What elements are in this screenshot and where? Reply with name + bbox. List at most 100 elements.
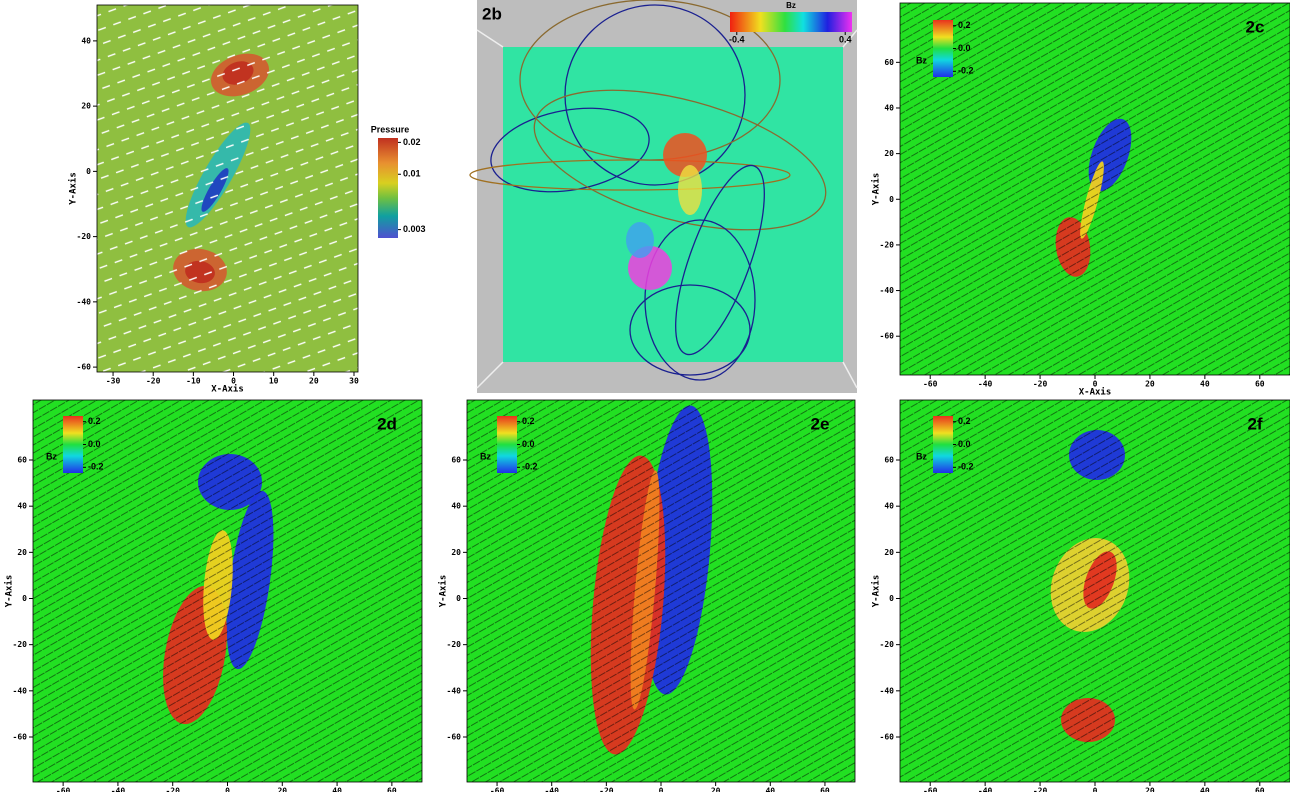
y-tick-label: 40 <box>81 36 91 45</box>
x-axis-title: X-Axis <box>211 384 244 395</box>
x-axis-title: X-Axis <box>1079 387 1112 398</box>
x-tick-label: -20 <box>146 377 161 386</box>
x-tick-label: 20 <box>711 787 721 792</box>
y-axis-title: Y-Axis <box>438 575 449 608</box>
colorbar-tick-label: 0.003 <box>403 224 426 234</box>
y-tick-label: 20 <box>81 102 91 111</box>
y-tick-label: -40 <box>880 286 895 295</box>
x-tick-label: 40 <box>1200 380 1210 389</box>
y-tick-label: 60 <box>451 456 461 465</box>
panel-label: 2c <box>1246 17 1265 36</box>
y-tick-label: 40 <box>17 502 27 511</box>
y-axis-title: Y-Axis <box>871 575 882 608</box>
x-tick-label: -60 <box>923 787 938 792</box>
colorbar-title: Pressure <box>371 124 410 134</box>
y-tick-label: 60 <box>884 58 894 67</box>
y-tick-label: 40 <box>884 502 894 511</box>
x-tick-label: 20 <box>277 787 287 792</box>
y-tick-label: 0 <box>889 195 894 204</box>
colorbar-tick-label: 0.2 <box>958 416 971 426</box>
x-tick-label: 20 <box>1145 380 1155 389</box>
x-tick-label: 60 <box>1255 787 1265 792</box>
x-tick-label: 0 <box>1093 787 1098 792</box>
y-tick-label: -40 <box>447 686 462 695</box>
x-tick-label: -30 <box>106 377 121 386</box>
colorbar-tick-label: -0.2 <box>522 462 538 472</box>
x-tick-label: -60 <box>56 787 71 792</box>
colorbar <box>933 416 953 473</box>
y-tick-label: -20 <box>447 640 462 649</box>
volume-structure <box>626 222 654 258</box>
x-tick-label: -20 <box>599 787 614 792</box>
colorbar <box>378 138 398 238</box>
x-tick-label: 40 <box>765 787 775 792</box>
colorbar-tick-label: 0.0 <box>958 43 971 53</box>
x-tick-label: 10 <box>269 377 279 386</box>
x-tick-label: 20 <box>309 377 319 386</box>
panel-label: 2e <box>811 414 830 433</box>
colorbar-title: Bz <box>46 451 57 461</box>
x-tick-label: 60 <box>387 787 397 792</box>
colorbar-tick-label: 0.0 <box>88 439 101 449</box>
panel-label: 2f <box>1247 414 1262 433</box>
colorbar <box>63 416 83 473</box>
x-tick-label: -20 <box>1033 380 1048 389</box>
y-tick-label: -40 <box>77 297 92 306</box>
y-tick-label: -20 <box>13 640 28 649</box>
x-tick-label: 40 <box>332 787 342 792</box>
colorbar-title: Bz <box>786 1 796 10</box>
x-tick-label: -40 <box>544 787 559 792</box>
x-tick-label: 0 <box>659 787 664 792</box>
y-tick-label: 40 <box>884 103 894 112</box>
colorbar-tick-label: -0.4 <box>729 34 745 44</box>
y-tick-label: -40 <box>880 686 895 695</box>
colorbar-title: Bz <box>480 451 491 461</box>
figure: -30-20-10010203040200-20-40-60X-AxisY-Ax… <box>0 0 1290 792</box>
colorbar-tick-label: -0.2 <box>88 462 104 472</box>
colorbar-tick-label: 0.02 <box>403 137 421 147</box>
colorbar-tick-label: 0.0 <box>522 439 535 449</box>
vector-arrows <box>900 3 1290 375</box>
y-tick-label: 0 <box>86 167 91 176</box>
y-tick-label: 0 <box>456 594 461 603</box>
y-tick-label: 20 <box>884 548 894 557</box>
x-tick-label: 0 <box>225 787 230 792</box>
colorbar-tick-label: -0.2 <box>958 462 974 472</box>
vector-arrows <box>97 5 358 372</box>
y-tick-label: -60 <box>447 732 462 741</box>
vector-arrows <box>900 400 1290 782</box>
y-tick-label: 20 <box>451 548 461 557</box>
x-tick-label: -20 <box>165 787 180 792</box>
x-tick-label: -40 <box>978 380 993 389</box>
y-tick-label: 0 <box>889 594 894 603</box>
colorbar-tick-label: -0.2 <box>958 66 974 76</box>
y-axis-title: Y-Axis <box>68 172 79 205</box>
colorbar-tick-label: 0.0 <box>958 439 971 449</box>
x-tick-label: -20 <box>1033 787 1048 792</box>
y-tick-label: 20 <box>17 548 27 557</box>
x-tick-label: -60 <box>490 787 505 792</box>
y-tick-label: -20 <box>77 232 92 241</box>
colorbar-title: Bz <box>916 451 927 461</box>
x-tick-label: -40 <box>111 787 126 792</box>
volume-structure <box>678 165 702 215</box>
y-tick-label: -20 <box>880 240 895 249</box>
y-tick-label: -40 <box>13 686 28 695</box>
colorbar-tick-label: 0.2 <box>958 20 971 30</box>
volume-box <box>503 47 843 362</box>
y-tick-label: 0 <box>22 594 27 603</box>
y-tick-label: 60 <box>884 456 894 465</box>
x-tick-label: 60 <box>820 787 830 792</box>
y-tick-label: -60 <box>880 332 895 341</box>
x-tick-label: -60 <box>923 380 938 389</box>
colorbar-tick-label: 0.2 <box>522 416 535 426</box>
panel-label: 2d <box>377 414 397 433</box>
colorbar <box>933 20 953 77</box>
colorbar-tick-label: 0.4 <box>839 34 852 44</box>
x-tick-label: 20 <box>1145 787 1155 792</box>
x-tick-label: 60 <box>1255 380 1265 389</box>
vector-arrows <box>467 400 855 782</box>
y-tick-label: 60 <box>17 456 27 465</box>
colorbar <box>497 416 517 473</box>
y-axis-title: Y-Axis <box>871 173 882 206</box>
